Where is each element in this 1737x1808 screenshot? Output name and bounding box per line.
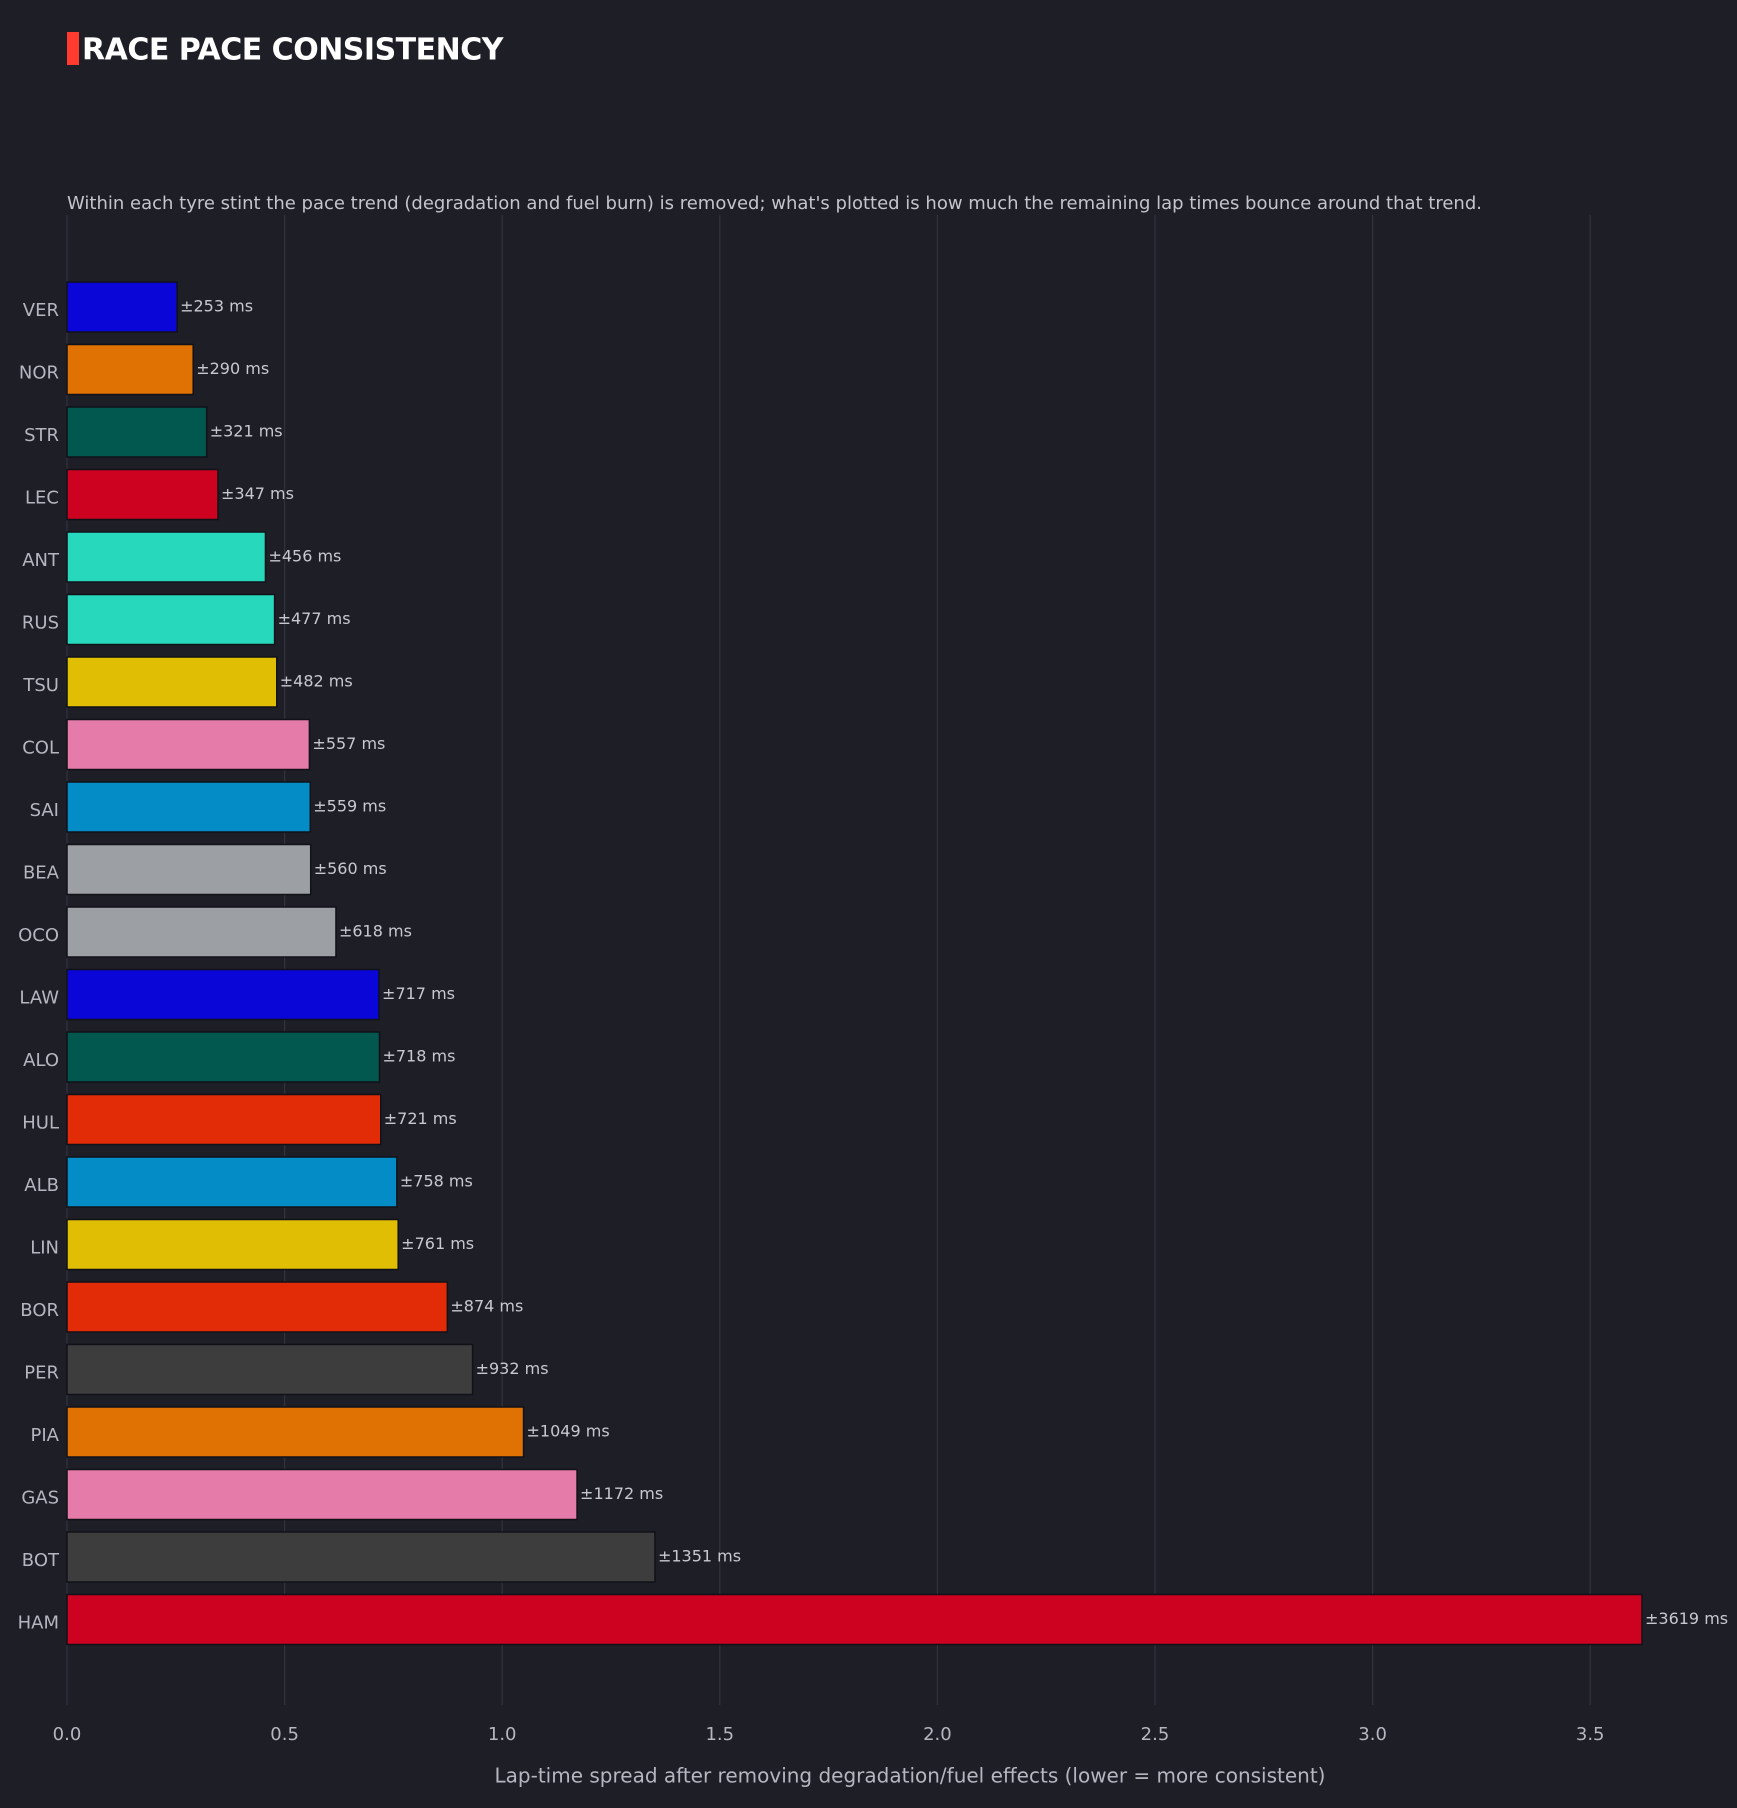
y-tick-label-ver: VER (23, 300, 59, 321)
bar-lin (66, 1218, 399, 1271)
bar-ver (66, 281, 178, 333)
chart-title: RACE PACE CONSISTENCY (82, 33, 505, 68)
bar-law (66, 968, 380, 1021)
y-tick-label-lec: LEC (25, 488, 59, 509)
value-label-hul: ±721 ms (384, 1109, 457, 1128)
bar-alb (66, 1156, 398, 1208)
value-label-bea: ±560 ms (314, 859, 387, 878)
value-label-sai: ±559 ms (313, 797, 386, 816)
bar-tsu (66, 656, 278, 708)
x-axis-label: Lap-time spread after removing degradati… (495, 1764, 1326, 1788)
y-tick-label-gas: GAS (21, 1488, 59, 1509)
y-tick-label-sai: SAI (30, 800, 59, 821)
value-labels: ±253 ms ±290 ms ±321 ms ±347 ms ±456 ms ±477 … (180, 297, 1728, 1629)
y-tick-label-tsu: TSU (22, 675, 59, 696)
bar-bea (66, 843, 312, 896)
title-accent-bar (67, 32, 79, 65)
y-tick-label-law: LAW (19, 988, 59, 1009)
bar-rus (66, 593, 276, 646)
bar-col (66, 718, 311, 771)
y-tick-label-lin: LIN (30, 1238, 59, 1259)
bar-per (66, 1343, 474, 1396)
chart-subtitle: Within each tyre stint the pace trend (d… (67, 193, 1482, 214)
y-tick-label-hul: HUL (22, 1113, 59, 1134)
bar-alo (66, 1031, 381, 1083)
bar-ant (66, 531, 267, 583)
x-tick-label: 0.0 (53, 1724, 82, 1745)
y-tick-label-ham: HAM (18, 1613, 59, 1634)
y-tick-label-alb: ALB (24, 1175, 59, 1196)
bar-bor (66, 1281, 449, 1333)
gridlines (66, 215, 1591, 1705)
bar-nor (66, 343, 194, 396)
y-tick-label-bot: BOT (22, 1550, 60, 1571)
y-tick-label-bor: BOR (20, 1300, 59, 1321)
bar-bot (66, 1531, 656, 1583)
value-label-rus: ±477 ms (278, 609, 351, 628)
bar-hul (66, 1093, 382, 1146)
x-tick-label: 3.0 (1358, 1724, 1387, 1745)
y-tick-label-ant: ANT (22, 550, 60, 571)
bar-oco (66, 906, 337, 958)
y-axis-ticks: VER NOR STR LEC ANT RUS TSU COL SAI BEA OCO LAW ALO H… (18, 300, 60, 1634)
value-label-str: ±321 ms (210, 422, 283, 441)
value-label-pia: ±1049 ms (527, 1422, 610, 1441)
value-label-bot: ±1351 ms (658, 1547, 741, 1566)
bars (66, 281, 1643, 1646)
value-label-per: ±932 ms (476, 1359, 549, 1378)
x-tick-label: 2.0 (923, 1724, 952, 1745)
bar-lec (66, 468, 219, 521)
y-tick-label-rus: RUS (22, 613, 59, 634)
bar-gas (66, 1468, 578, 1521)
value-label-col: ±557 ms (312, 734, 385, 753)
bar-sai (66, 781, 312, 833)
x-tick-label: 1.0 (488, 1724, 517, 1745)
y-tick-label-str: STR (24, 425, 59, 446)
y-tick-label-per: PER (24, 1363, 59, 1384)
value-label-alo: ±718 ms (382, 1047, 455, 1066)
value-label-law: ±717 ms (382, 984, 455, 1003)
value-label-ant: ±456 ms (268, 547, 341, 566)
y-tick-label-oco: OCO (18, 925, 59, 946)
y-tick-label-pia: PIA (31, 1425, 60, 1446)
value-label-lin: ±761 ms (401, 1234, 474, 1253)
value-label-ham: ±3619 ms (1645, 1609, 1728, 1628)
y-tick-label-alo: ALO (23, 1050, 59, 1071)
value-label-oco: ±618 ms (339, 922, 412, 941)
value-label-alb: ±758 ms (400, 1172, 473, 1191)
y-tick-label-col: COL (22, 738, 59, 759)
x-tick-label: 2.5 (1141, 1724, 1170, 1745)
bar-pia (66, 1406, 525, 1458)
x-tick-label: 0.5 (270, 1724, 299, 1745)
value-label-gas: ±1172 ms (580, 1484, 663, 1503)
value-label-lec: ±347 ms (221, 484, 294, 503)
x-tick-label: 3.5 (1576, 1724, 1605, 1745)
y-tick-label-bea: BEA (23, 863, 60, 884)
y-tick-label-nor: NOR (19, 363, 59, 384)
value-label-nor: ±290 ms (196, 359, 269, 378)
x-tick-label: 1.5 (705, 1724, 734, 1745)
bar-str (66, 406, 208, 458)
bar-ham (66, 1593, 1643, 1646)
x-axis-ticks: 0.0 0.5 1.0 1.5 2.0 2.5 3.0 3.5 (53, 1724, 1605, 1745)
value-label-bor: ±874 ms (450, 1297, 523, 1316)
value-label-ver: ±253 ms (180, 297, 253, 316)
value-label-tsu: ±482 ms (280, 672, 353, 691)
